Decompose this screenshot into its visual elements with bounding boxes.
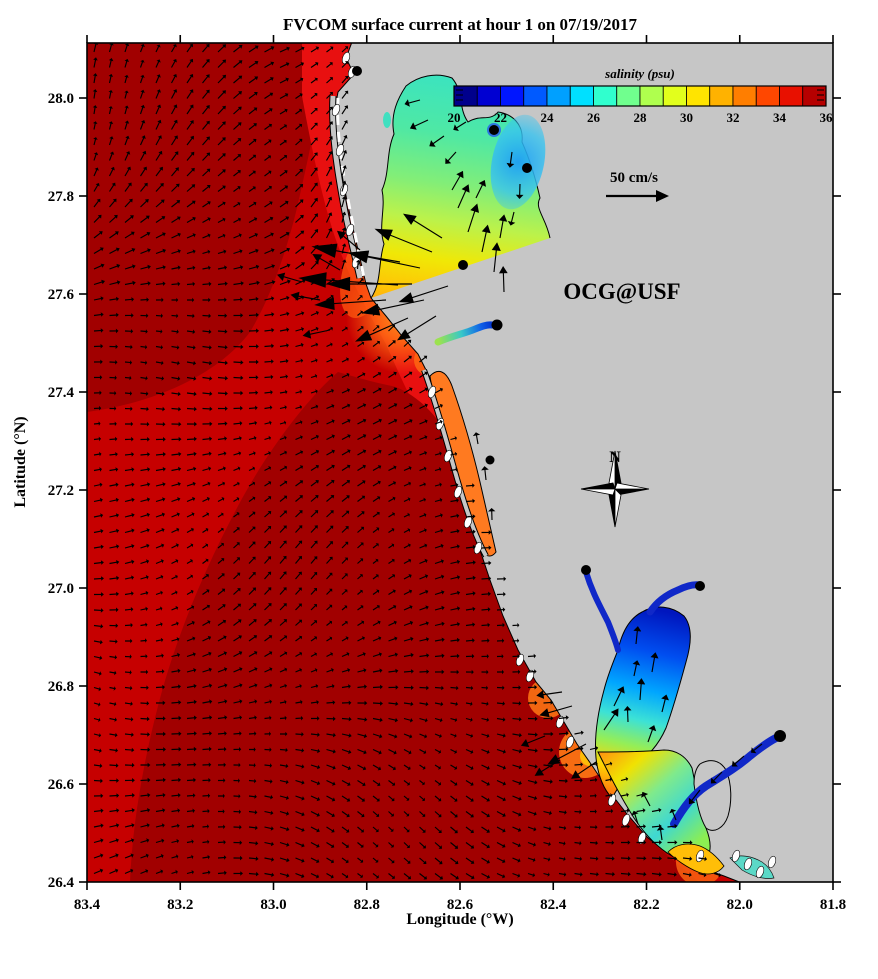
station-dot [485, 455, 495, 465]
colorbar-tick-label: 32 [727, 110, 740, 125]
x-tick-label: 82.8 [354, 897, 380, 913]
y-axis-label: Latitude (°N) [12, 416, 29, 507]
lake-tarpon [383, 112, 391, 128]
y-tick-label: 26.4 [48, 875, 75, 891]
colorbar-segment [639, 85, 664, 107]
y-tick-label: 26.6 [48, 777, 75, 793]
shoal-patch [607, 793, 617, 807]
shoal-patch [345, 223, 355, 237]
shoal-patch [339, 183, 349, 197]
colorbar-segment [686, 85, 711, 107]
colorbar-tick-labels: 20 22 24 26 28 30 32 34 36 [448, 110, 834, 125]
x-tick-label: 82.4 [540, 897, 567, 913]
colorbar-segment [709, 85, 734, 107]
colorbar-segment [662, 85, 687, 107]
manatee-river [434, 321, 496, 346]
shoal-patch [621, 813, 631, 827]
x-tick-label: 81.8 [820, 897, 846, 913]
shoal-patch [525, 669, 535, 683]
x-tick-label: 82.0 [727, 897, 753, 913]
shoal-patch [565, 735, 575, 749]
colorbar-tick-label: 30 [680, 110, 693, 125]
x-tick-label: 83.2 [167, 897, 193, 913]
charlotte-harbor-water [595, 606, 691, 799]
shoal-patch [731, 849, 741, 863]
colorbar-tick-label: 34 [773, 110, 787, 125]
colorbar-segment [732, 85, 757, 107]
colorbar-segment [476, 85, 501, 107]
colorbar-segment [779, 85, 804, 107]
colorbar-segment [546, 85, 571, 107]
colorbar-segment [616, 85, 641, 107]
colorbar-tick-label: 20 [448, 110, 461, 125]
shoal-patch [743, 857, 753, 871]
shoal-patch [443, 449, 453, 463]
colorbar-segment [593, 85, 618, 107]
colorbar-tick-label: 28 [634, 110, 648, 125]
colorbar-segment [500, 85, 525, 107]
colorbar-border [453, 85, 827, 107]
reference-vector-label: 50 cm/s [610, 170, 658, 186]
x-tick-label: 82.2 [633, 897, 659, 913]
y-tick-label: 27.4 [48, 385, 75, 401]
reference-vector-arrowhead [656, 190, 669, 202]
offshore-dark-water-north [87, 43, 330, 412]
colorbar-segment [453, 85, 478, 107]
myakka-river [583, 569, 621, 653]
shoal-patch [341, 51, 351, 65]
compass-star-icon [580, 450, 650, 528]
y-tick-label: 27.2 [48, 483, 74, 499]
axis-ticks: 83.4 83.2 83.0 82.8 82.6 82.4 82.2 82.0 81.8 28.0… [48, 35, 846, 913]
y-tick-label: 26.8 [48, 679, 74, 695]
colorbar-segment [755, 85, 780, 107]
offshore-dark-water-south [130, 372, 699, 882]
x-tick-label: 82.6 [447, 897, 474, 913]
figure-title: FVCOM surface current at hour 1 on 07/19… [283, 15, 637, 34]
station-dot [695, 581, 705, 591]
station-dot [491, 319, 503, 331]
colorbar-segment [802, 85, 827, 107]
map-layer: 20 22 24 26 28 30 32 34 36 salinity (psu) 50 cm/… [87, 43, 834, 882]
colorbar-label: salinity (psu) [604, 66, 675, 81]
station-dot [774, 730, 786, 742]
shoal-patch [453, 485, 463, 499]
watermark-text: OCG@USF [563, 279, 680, 305]
hillsborough-bay-water [490, 114, 546, 210]
peace-river [646, 581, 704, 616]
reference-vector-group: 50 cm/s [606, 170, 669, 202]
x-tick-label: 83.0 [260, 897, 286, 913]
station-dot [458, 260, 468, 270]
y-tick-label: 28.0 [48, 91, 74, 107]
y-tick-label: 27.8 [48, 189, 74, 205]
shoal-patch [755, 865, 765, 879]
compass-rose: N [580, 449, 650, 528]
shoal-patch [767, 855, 777, 869]
colorbar-group: 20 22 24 26 28 30 32 34 36 salinity (psu) [448, 66, 834, 125]
colorbar-segment [523, 85, 548, 107]
colorbar-segment [569, 85, 594, 107]
shoal-patch [555, 715, 565, 729]
colorbar-segments [453, 85, 827, 107]
colorbar-tick-label: 24 [541, 110, 555, 125]
station-dot [489, 125, 499, 135]
y-tick-label: 27.0 [48, 581, 74, 597]
station-dots [352, 66, 786, 742]
station-dot [522, 163, 532, 173]
colorbar-tick-label: 26 [587, 110, 601, 125]
x-axis-label: Longitude (°W) [406, 911, 513, 928]
colorbar-tick-label: 22 [494, 110, 507, 125]
colorbar-tick-label: 36 [820, 110, 834, 125]
y-tick-label: 27.6 [48, 287, 75, 303]
station-dot [352, 66, 362, 76]
current-vector-field [92, 43, 763, 880]
x-tick-label: 83.4 [74, 897, 101, 913]
station-dot [581, 565, 591, 575]
